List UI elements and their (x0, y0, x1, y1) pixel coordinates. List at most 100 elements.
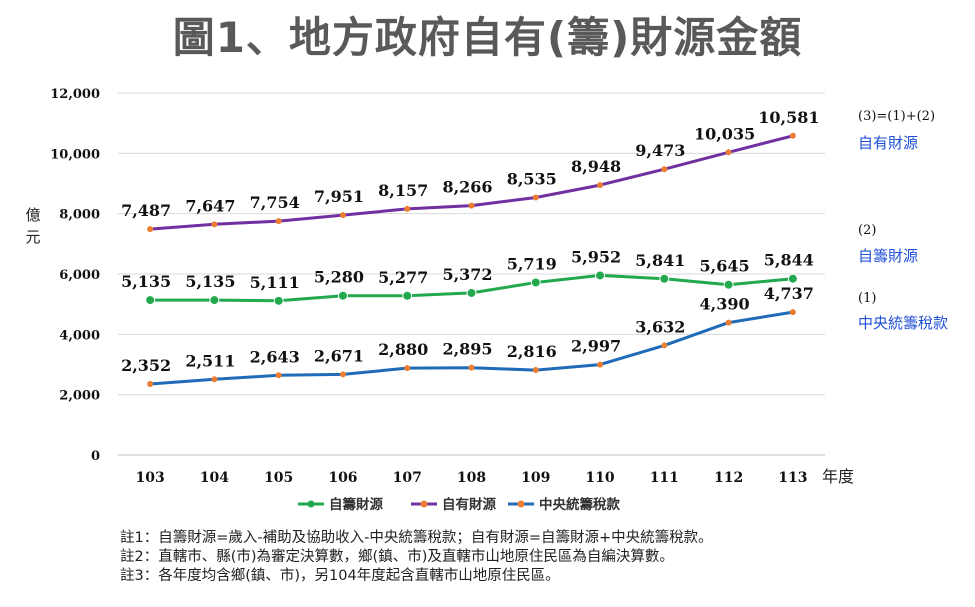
data-point (597, 182, 604, 189)
footnote-1: 註1：自籌財源=歲入-補助及協助收入-中央統籌稅款；自有財源=自籌財源+中央統籌… (120, 530, 713, 546)
y-tick-label: 6,000 (59, 268, 100, 283)
data-point (468, 202, 475, 209)
x-tick-label: 110 (585, 470, 614, 486)
data-label: 5,135 (121, 272, 171, 291)
data-label: 5,111 (250, 273, 300, 292)
y-tick-label: 10,000 (50, 147, 100, 162)
data-point (145, 295, 156, 306)
data-point (404, 205, 411, 212)
data-label: 5,841 (635, 251, 685, 270)
y-axis-label-char: 元 (25, 228, 40, 246)
data-label: 5,372 (442, 265, 492, 284)
annotation-formula: (2) (858, 223, 876, 238)
data-point (466, 287, 477, 298)
y-tick-label: 0 (91, 449, 100, 464)
data-label: 2,643 (250, 347, 300, 366)
footnote-2: 註2：直轄市、縣(市)為審定決算數，鄉(鎮、市)及直轄市山地原住民區為自編決算數… (120, 549, 674, 565)
x-axis-ticks: 103 104 105 106 107 108 109 110 111 112 113 (136, 470, 808, 486)
y-tick-label: 12,000 (50, 87, 100, 102)
data-label: 2,671 (314, 346, 364, 365)
data-point (789, 309, 796, 316)
footnote-3: 註3：各年度均含鄉(鎮、市)，另104年度起含直轄市山地原住民區。 (120, 568, 560, 584)
y-tick-label: 2,000 (59, 389, 100, 404)
x-axis-label: 年度 (822, 467, 854, 486)
data-point (147, 226, 154, 233)
x-tick-label: 111 (650, 470, 679, 486)
data-point (337, 290, 348, 301)
data-label: 5,277 (378, 268, 428, 287)
data-point (725, 319, 732, 326)
data-label: 2,997 (571, 337, 621, 356)
data-point (723, 279, 734, 290)
x-tick-label: 109 (521, 470, 550, 486)
data-label: 2,352 (121, 356, 171, 375)
data-point (273, 295, 284, 306)
data-point (339, 371, 346, 378)
annotation-formula: (1) (858, 291, 876, 306)
x-tick-label: 106 (328, 470, 357, 486)
data-point (209, 295, 220, 306)
data-point (532, 194, 539, 201)
data-point (211, 376, 218, 383)
data-label: 3,632 (635, 317, 685, 336)
x-tick-label: 112 (714, 470, 743, 486)
legend-swatch-marker (307, 500, 315, 508)
data-label: 8,266 (442, 178, 492, 197)
legend: 自籌財源 自有財源 中央統籌稅款 (298, 496, 620, 513)
annotation-formula: (3)=(1)+(2) (858, 109, 935, 124)
legend-swatch-marker (517, 500, 525, 508)
series-annotations: (3)=(1)+(2) 自有財源 (2) 自籌財源 (1) 中央統籌稅款 (858, 109, 948, 332)
data-point (661, 166, 668, 173)
data-label: 5,952 (571, 247, 621, 266)
legend-swatch-marker (420, 500, 428, 508)
data-label: 5,645 (700, 257, 750, 276)
x-tick-label: 105 (264, 470, 293, 486)
annotation-label: 中央統籌稅款 (858, 314, 948, 332)
data-label: 7,754 (250, 193, 300, 212)
data-point (211, 221, 218, 228)
data-label: 2,816 (507, 342, 557, 361)
data-point (275, 372, 282, 379)
legend-label: 自籌財源 (329, 496, 383, 513)
data-label: 5,719 (507, 254, 557, 273)
y-axis-label: 億元 (25, 206, 40, 246)
data-point (147, 381, 154, 388)
y-axis-ticks: 0 2,000 4,000 6,000 8,000 10,000 12,000 (50, 87, 100, 464)
data-label: 10,581 (758, 108, 819, 127)
y-tick-label: 8,000 (59, 208, 100, 223)
data-label: 2,511 (185, 351, 235, 370)
data-label: 4,737 (764, 284, 814, 303)
data-point (661, 342, 668, 349)
x-tick-label: 107 (393, 470, 422, 486)
data-point (339, 212, 346, 219)
footnotes: 註1：自籌財源=歲入-補助及協助收入-中央統籌稅款；自有財源=自籌財源+中央統籌… (120, 529, 713, 586)
data-point (789, 132, 796, 139)
data-point (725, 149, 732, 156)
data-label: 2,895 (442, 340, 492, 359)
chart-title: 圖1、地方政府自有(籌)財源金額 (172, 13, 803, 62)
data-label: 7,647 (185, 196, 235, 215)
data-point (275, 218, 282, 225)
y-tick-label: 4,000 (59, 328, 100, 343)
x-tick-label: 103 (136, 470, 165, 486)
data-label: 5,280 (314, 268, 364, 287)
data-label: 4,390 (700, 295, 750, 314)
data-label: 10,035 (694, 124, 755, 143)
data-label: 7,487 (121, 201, 171, 220)
data-label: 5,844 (764, 251, 814, 270)
data-label: 8,535 (507, 170, 557, 189)
data-point (468, 364, 475, 371)
data-label: 2,880 (378, 340, 428, 359)
data-point (597, 361, 604, 368)
x-tick-label: 108 (457, 470, 486, 486)
legend-label: 自有財源 (442, 496, 496, 513)
data-point (402, 290, 413, 301)
data-label: 5,135 (185, 272, 235, 291)
data-point (787, 273, 798, 284)
data-label: 7,951 (314, 187, 364, 206)
annotation-label: 自有財源 (858, 134, 918, 152)
data-labels: 5,135 5,135 5,111 5,280 5,277 5,372 5,719 5,952… (121, 108, 819, 375)
data-label: 9,473 (635, 141, 685, 160)
data-point (595, 270, 606, 281)
